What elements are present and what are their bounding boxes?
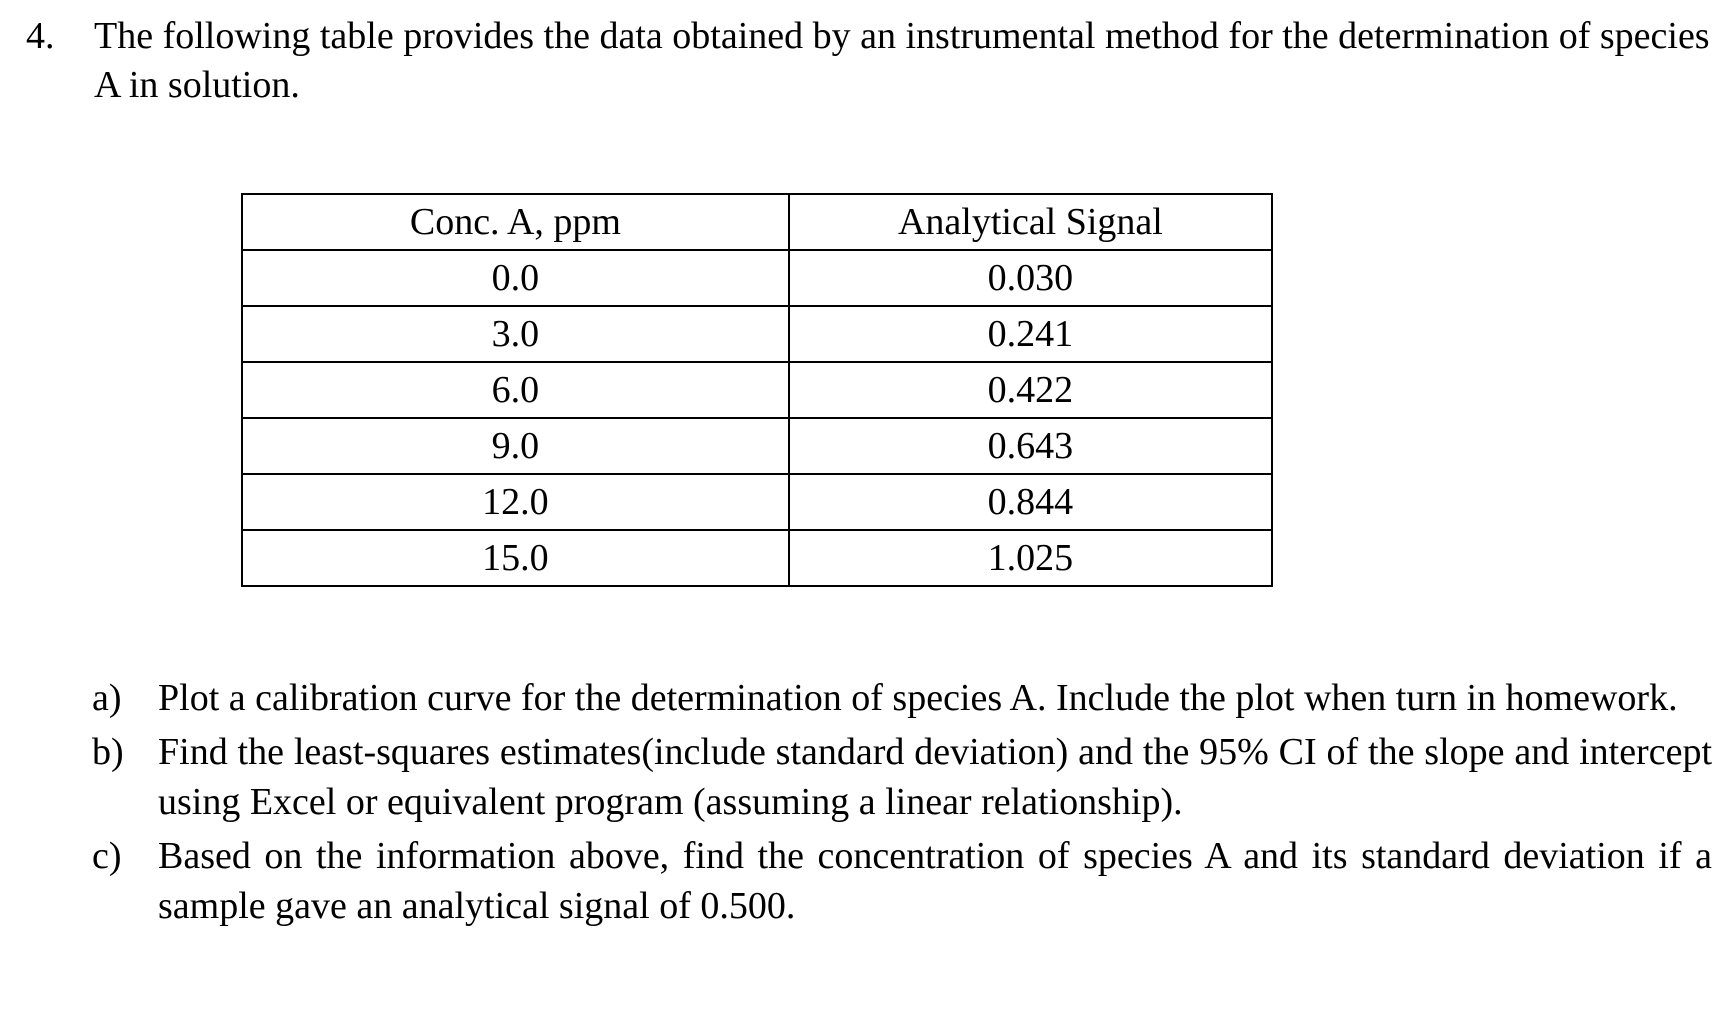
part-letter: b) <box>92 731 124 773</box>
question-parts: a) Plot a calibration curve for the dete… <box>92 673 1712 935</box>
header-analytical-signal: Analytical Signal <box>787 193 1274 251</box>
cell-signal: 0.241 <box>787 305 1274 363</box>
part-text: Plot a calibration curve for the determi… <box>158 677 1678 719</box>
cell-concentration: 9.0 <box>241 417 790 475</box>
data-table: Conc. A, ppm Analytical Signal 0.0 0.030… <box>241 193 1274 587</box>
table-row: 6.0 0.422 <box>241 361 1274 419</box>
cell-signal: 0.844 <box>787 473 1274 531</box>
cell-signal: 1.025 <box>787 529 1274 587</box>
cell-signal: 0.643 <box>787 417 1274 475</box>
cell-concentration: 3.0 <box>241 305 790 363</box>
cell-concentration: 15.0 <box>241 529 790 587</box>
part-text: Based on the information above, find the… <box>158 835 1712 927</box>
part-a: a) Plot a calibration curve for the dete… <box>92 673 1712 723</box>
table-row: 15.0 1.025 <box>241 529 1274 587</box>
cell-concentration: 12.0 <box>241 473 790 531</box>
table-row: 9.0 0.643 <box>241 417 1274 475</box>
part-letter: a) <box>92 677 122 719</box>
table-row: 12.0 0.844 <box>241 473 1274 531</box>
table-row: 3.0 0.241 <box>241 305 1274 363</box>
question-number: 4. <box>26 15 55 57</box>
question-text: The following table provides the data ob… <box>94 15 1710 106</box>
table-row: 0.0 0.030 <box>241 249 1274 307</box>
part-c: c) Based on the information above, find … <box>92 831 1712 931</box>
table-header-row: Conc. A, ppm Analytical Signal <box>241 193 1274 251</box>
part-text: Find the least-squares estimates(include… <box>158 731 1712 823</box>
part-letter: c) <box>92 835 122 877</box>
part-b: b) Find the least-squares estimates(incl… <box>92 727 1712 827</box>
cell-concentration: 0.0 <box>241 249 790 307</box>
cell-signal: 0.030 <box>787 249 1274 307</box>
cell-signal: 0.422 <box>787 361 1274 419</box>
cell-concentration: 6.0 <box>241 361 790 419</box>
question-block: 4. The following table provides the data… <box>26 12 1716 110</box>
header-concentration: Conc. A, ppm <box>241 193 790 251</box>
